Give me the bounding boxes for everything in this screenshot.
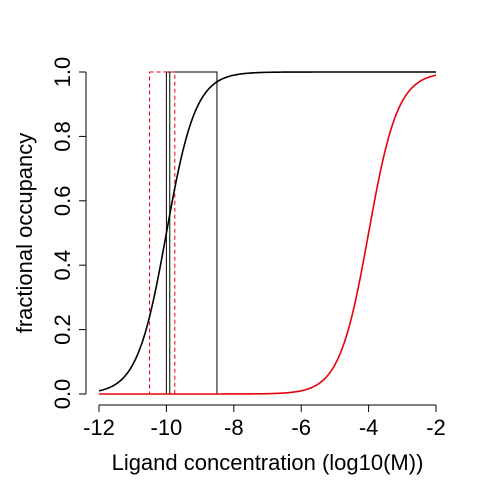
x-tick-label: -12 [83, 415, 115, 440]
y-tick-label: 0.4 [50, 250, 75, 281]
y-axis-title: fractional occupancy [12, 133, 37, 334]
series-line-1 [98, 71, 436, 392]
y-tick-label: 0.0 [50, 379, 75, 410]
x-axis: -12 -10 -8 -6 -4 -2 [83, 404, 446, 440]
range-boxes [149, 71, 218, 395]
x-axis-title: Ligand concentration (log10(M)) [112, 450, 424, 475]
x-tick-label: -4 [359, 415, 379, 440]
y-tick-label: 1.0 [50, 57, 75, 88]
range-box-2 [149, 71, 176, 395]
y-tick-label: 0.2 [50, 314, 75, 345]
y-axis: 0.0 0.2 0.4 0.6 0.8 1.0 [50, 57, 87, 410]
y-tick-label: 0.8 [50, 121, 75, 152]
series-lines [98, 71, 437, 395]
series-line-2 [99, 74, 437, 395]
x-tick-label: -8 [224, 415, 244, 440]
x-tick-label: -2 [426, 415, 446, 440]
x-tick-label: -6 [291, 415, 311, 440]
y-tick-label: 0.6 [50, 186, 75, 217]
x-tick-label: -10 [151, 415, 183, 440]
